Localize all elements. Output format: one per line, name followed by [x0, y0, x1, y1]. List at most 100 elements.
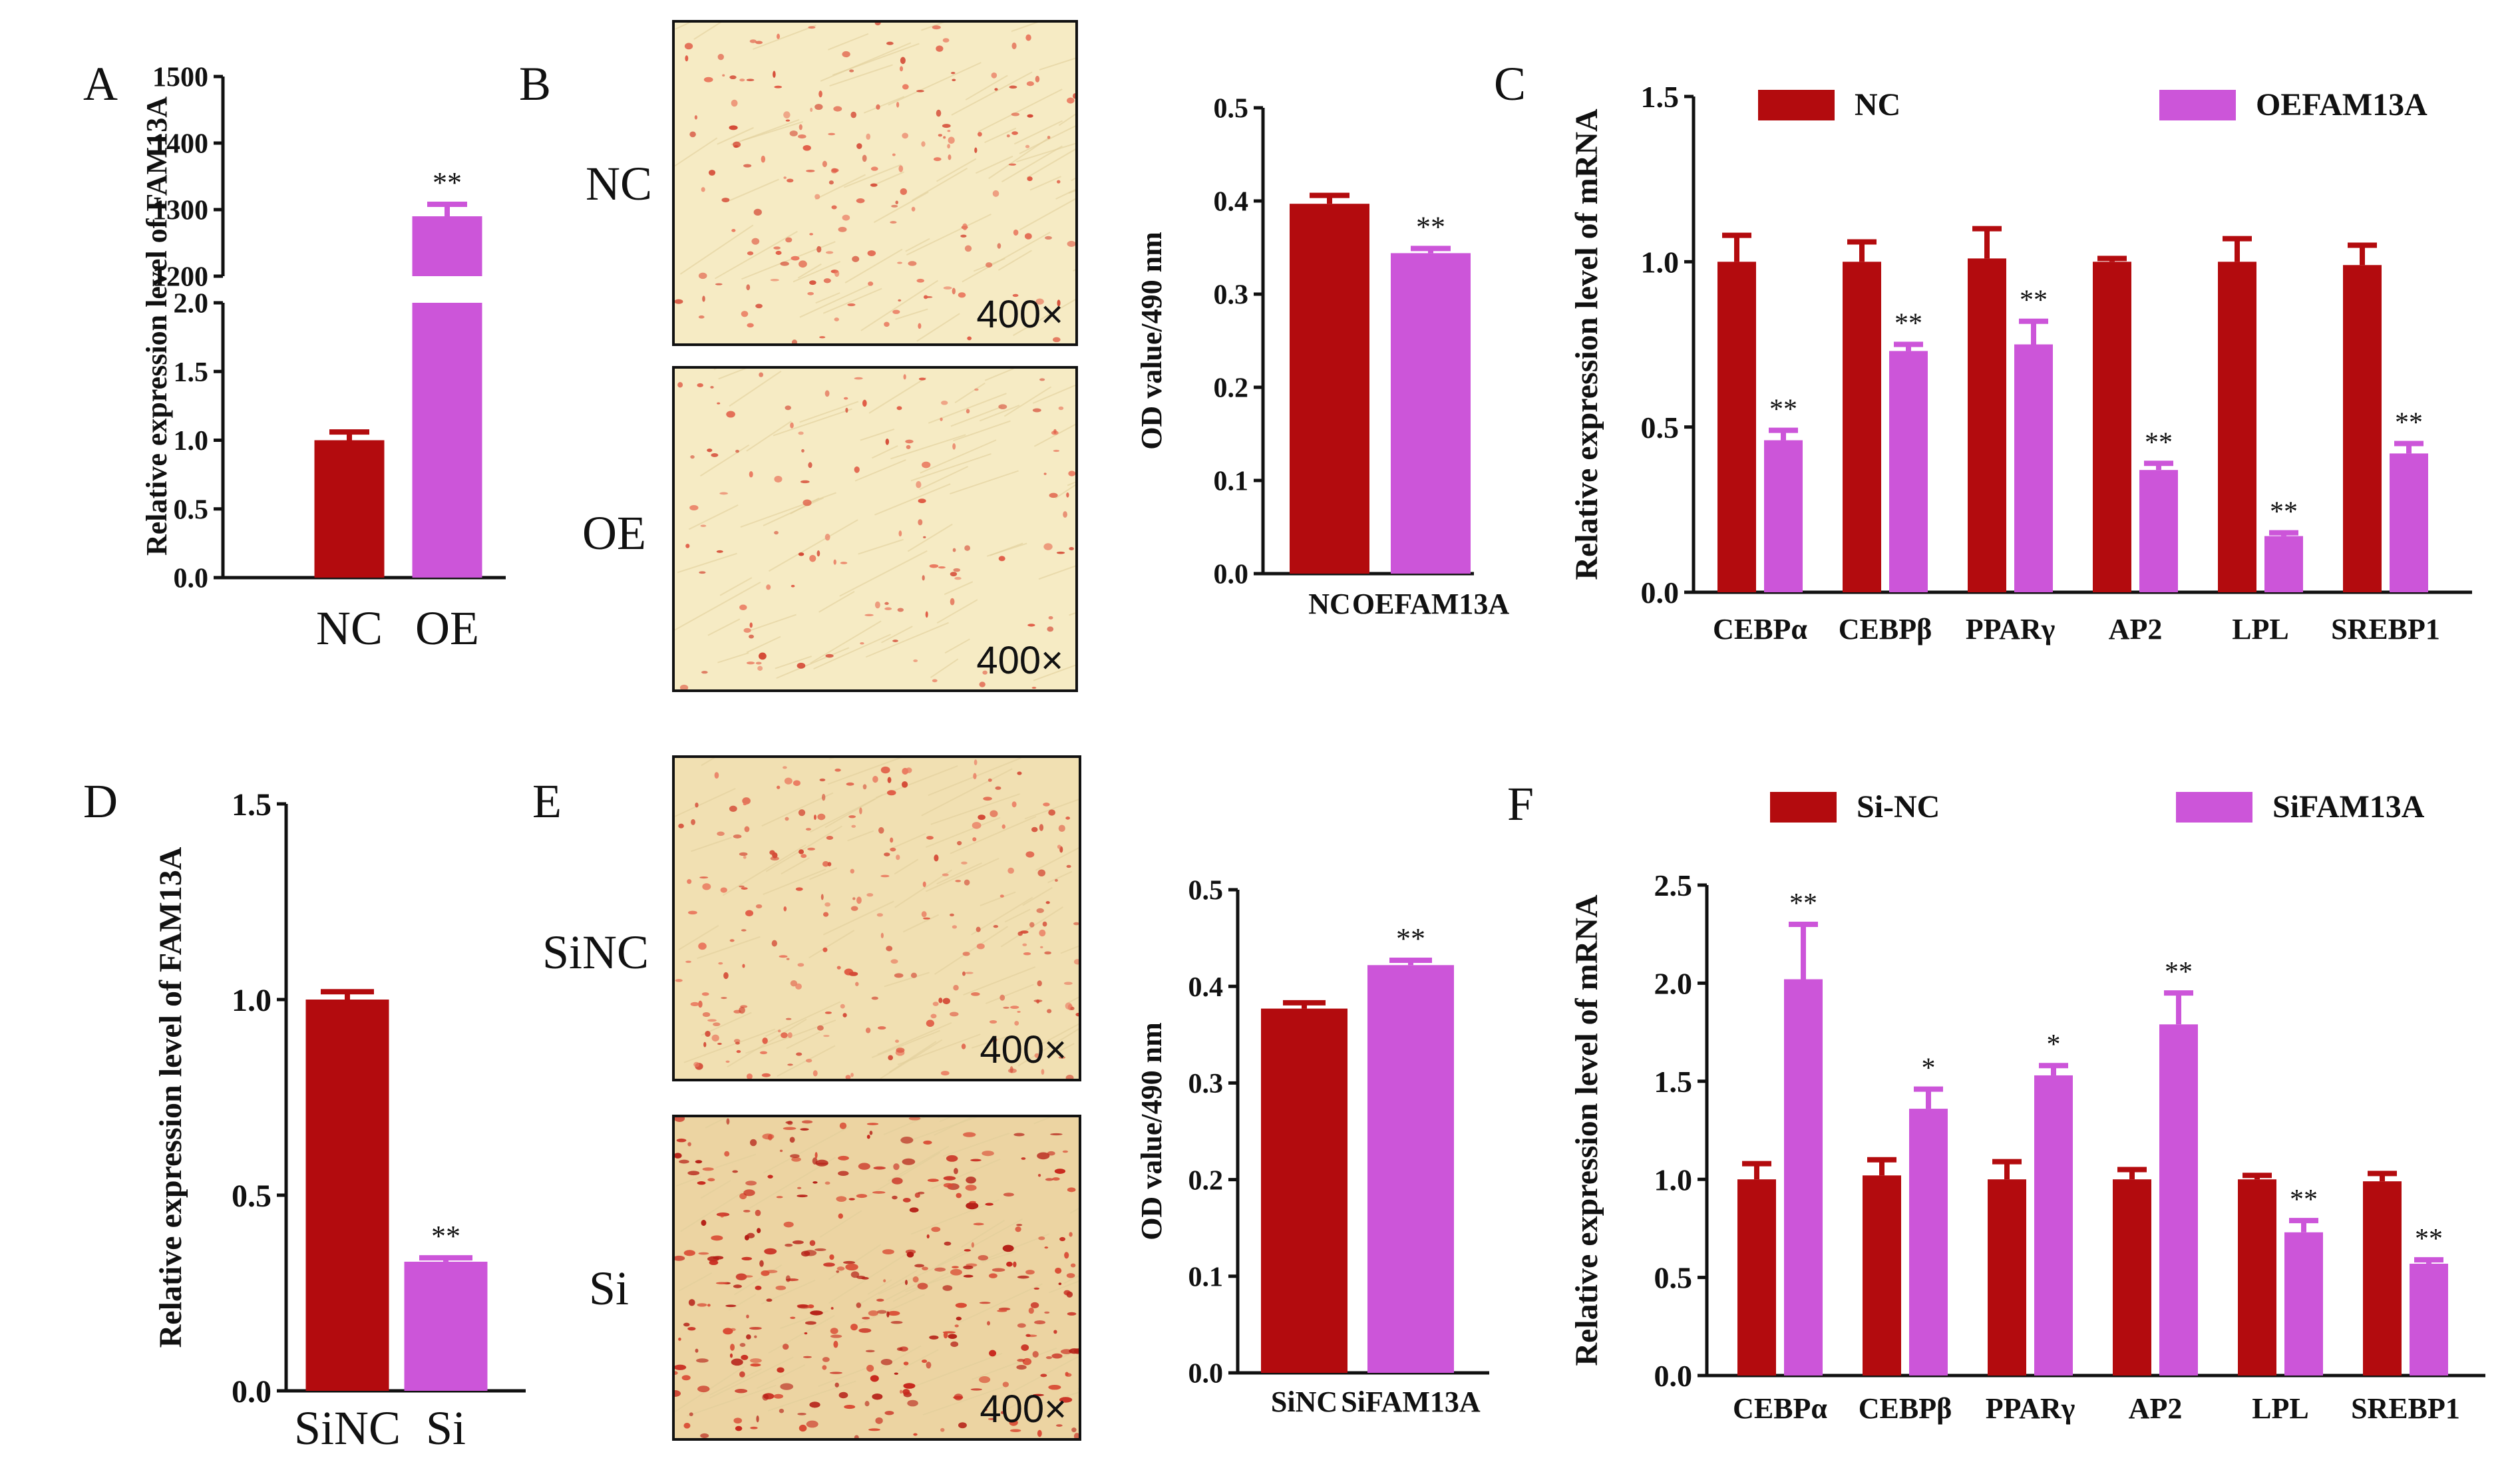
lipid-droplet — [749, 470, 753, 478]
lipid-droplet — [880, 1358, 893, 1366]
micrograph-fiber — [991, 1401, 1021, 1419]
lipid-droplet — [748, 634, 755, 639]
lipid-droplet — [716, 550, 723, 553]
lipid-droplet — [938, 998, 943, 1004]
micrograph-fiber — [818, 1365, 873, 1388]
lipid-droplet — [1032, 408, 1041, 413]
lipid-droplet — [1006, 1261, 1013, 1267]
chart-f-x-tick-label: AP2 — [2129, 1392, 2183, 1425]
chart-e_chart-y-tick-label: 0.0 — [1188, 1359, 1224, 1390]
micrograph-fiber — [844, 248, 903, 283]
lipid-droplet — [1054, 1169, 1066, 1174]
chart-f-y-tick-label: 2.5 — [1654, 868, 1693, 902]
lipid-droplet — [1031, 827, 1038, 833]
lipid-droplet — [1036, 908, 1044, 914]
micrograph-fiber — [675, 582, 761, 631]
lipid-droplet — [1041, 1069, 1045, 1075]
lipid-droplet — [697, 1181, 706, 1185]
micrograph-fiber — [874, 483, 951, 516]
lipid-droplet — [733, 1417, 743, 1424]
lipid-droplet — [846, 782, 854, 786]
lipid-droplet — [736, 1050, 741, 1053]
lipid-droplet — [1035, 298, 1044, 305]
lipid-droplet — [856, 896, 862, 904]
lipid-droplet — [830, 1334, 842, 1338]
lipid-droplet — [906, 445, 911, 449]
micrograph-fiber — [675, 788, 736, 817]
lipid-droplet — [856, 1302, 862, 1308]
lipid-droplet — [1022, 943, 1027, 946]
lipid-droplet — [779, 1149, 783, 1153]
micrograph-sinc-image — [675, 758, 1079, 1079]
micrograph-fiber — [768, 519, 858, 572]
lipid-droplet — [1067, 1312, 1077, 1316]
lipid-droplet — [824, 902, 831, 907]
lipid-droplet — [807, 847, 816, 851]
lipid-droplet — [726, 1118, 730, 1125]
micrograph-fiber — [714, 230, 798, 279]
micrograph-fiber — [889, 833, 926, 850]
micrograph-fiber — [715, 1153, 757, 1169]
magnification-label: 400× — [976, 639, 1063, 682]
lipid-droplet — [870, 166, 878, 171]
micrograph-fiber — [793, 261, 841, 283]
lipid-droplet — [1045, 901, 1050, 904]
chart-f-bar — [1988, 1179, 2026, 1376]
lipid-droplet — [785, 119, 791, 122]
chart-a-y-tick-label: 0.0 — [174, 564, 209, 594]
micrograph-fiber — [919, 466, 969, 490]
micrograph-fiber — [936, 599, 978, 624]
micrograph-fiber — [741, 121, 803, 142]
lipid-droplet — [689, 1412, 693, 1417]
lipid-droplet — [1011, 131, 1018, 135]
lipid-droplet — [764, 1248, 777, 1255]
lipid-droplet — [770, 279, 779, 281]
lipid-droplet — [790, 1316, 796, 1319]
lipid-droplet — [703, 1041, 707, 1047]
chart-c-x-tick-label: SREBP1 — [2331, 613, 2440, 646]
micrograph-fiber — [746, 421, 792, 452]
lipid-droplet — [942, 1285, 953, 1291]
lipid-droplet — [923, 536, 926, 538]
lipid-droplet — [759, 1260, 764, 1267]
chart-c-bar — [1889, 351, 1928, 592]
lipid-droplet — [999, 994, 1005, 1001]
micrograph-fiber — [1038, 565, 1075, 580]
lipid-droplet — [825, 251, 834, 254]
micrograph-fiber — [824, 794, 883, 829]
lipid-droplet — [966, 1177, 976, 1184]
lipid-droplet — [1063, 511, 1067, 518]
lipid-droplet — [952, 443, 956, 450]
lipid-droplet — [769, 850, 775, 855]
lipid-droplet — [947, 144, 950, 149]
micrograph-fiber — [942, 1132, 1010, 1157]
micrograph-fiber — [910, 1199, 999, 1235]
chart-f-y-tick-label: 2.0 — [1654, 967, 1693, 1001]
lipid-droplet — [1017, 1358, 1025, 1362]
micrograph-fiber — [925, 858, 999, 892]
lipid-droplet — [932, 679, 938, 683]
lipid-droplet — [884, 607, 892, 610]
lipid-droplet — [1053, 449, 1060, 453]
micrograph-fiber — [680, 1191, 745, 1232]
micrograph-fiber — [728, 1294, 757, 1311]
micrograph-fiber — [931, 1158, 1001, 1189]
lipid-droplet — [1021, 1344, 1029, 1351]
lipid-droplet — [783, 176, 787, 179]
lipid-droplet — [876, 104, 880, 110]
lipid-droplet — [831, 168, 839, 173]
lipid-droplet — [761, 1073, 771, 1077]
lipid-droplet — [942, 998, 950, 1005]
micrograph-fiber — [888, 62, 982, 106]
lipid-droplet — [1057, 180, 1061, 184]
lipid-droplet — [782, 1344, 789, 1350]
micrograph-fiber — [753, 25, 816, 50]
lipid-droplet — [754, 1335, 757, 1338]
micrograph-fiber — [719, 577, 753, 596]
lipid-droplet — [739, 852, 748, 856]
chart-e_chart-y-tick-label: 0.4 — [1188, 972, 1224, 1003]
lipid-droplet — [815, 1159, 828, 1167]
lipid-droplet — [717, 53, 724, 61]
lipid-droplet — [823, 278, 831, 283]
lipid-droplet — [916, 90, 924, 93]
